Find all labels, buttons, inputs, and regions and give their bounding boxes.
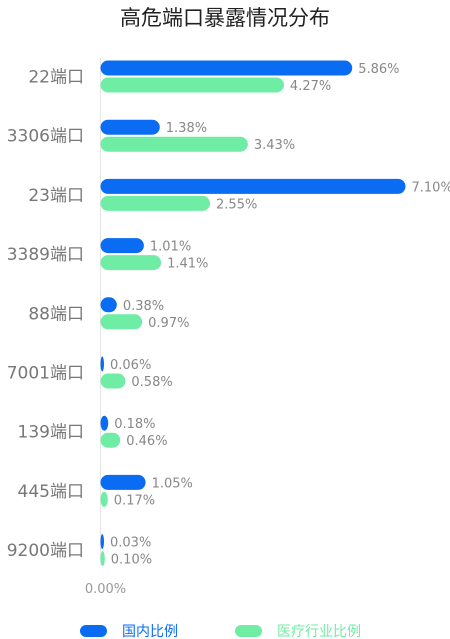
- data-label: 0.17%: [114, 493, 155, 508]
- data-label: 1.41%: [167, 257, 208, 272]
- medical-bar: [100, 314, 143, 330]
- medical-bar: [100, 77, 284, 93]
- domestic-bar: [100, 534, 104, 550]
- domestic-bar: [100, 238, 144, 254]
- data-label: 5.86%: [358, 62, 399, 77]
- category-label: 139端口: [18, 423, 84, 443]
- data-label: 0.06%: [110, 358, 151, 373]
- domestic-bar: [100, 356, 104, 372]
- medical-bar: [100, 255, 162, 271]
- data-label: 0.18%: [114, 417, 155, 432]
- data-label: 0.38%: [123, 299, 164, 314]
- data-label: 0.97%: [148, 316, 189, 331]
- data-label: 1.01%: [150, 240, 191, 255]
- legend-label: 医疗行业比例: [277, 624, 361, 639]
- data-label: 0.58%: [131, 375, 172, 390]
- category-label: 23端口: [28, 186, 84, 206]
- legend-swatch: [80, 625, 107, 637]
- data-label: 3.43%: [254, 138, 295, 153]
- data-label: 2.55%: [216, 197, 257, 212]
- legend-swatch: [235, 625, 262, 637]
- data-label: 1.05%: [152, 476, 193, 491]
- domestic-bar: [100, 60, 353, 76]
- chart-title: 高危端口暴露情况分布: [120, 6, 330, 30]
- medical-bar: [100, 491, 108, 507]
- domestic-bar: [100, 178, 406, 194]
- data-label: 4.27%: [290, 79, 331, 94]
- domestic-bar: [100, 474, 146, 490]
- data-label: 0.10%: [111, 553, 152, 568]
- category-label: 445端口: [18, 482, 84, 502]
- data-label: 0.46%: [126, 434, 167, 449]
- category-label: 3389端口: [7, 245, 84, 265]
- x-tick-label: 0.00%: [85, 582, 126, 597]
- category-label: 22端口: [28, 68, 84, 88]
- medical-bar: [100, 551, 105, 567]
- data-label: 7.10%: [412, 180, 450, 195]
- medical-bar: [100, 136, 248, 152]
- domestic-bar: [100, 415, 109, 431]
- domestic-bar: [100, 297, 117, 313]
- medical-bar: [100, 195, 211, 211]
- category-label: 7001端口: [7, 364, 84, 384]
- category-label: 9200端口: [7, 541, 84, 561]
- medical-bar: [100, 432, 121, 448]
- legend-label: 国内比例: [122, 624, 178, 639]
- category-label: 3306端口: [7, 127, 84, 147]
- data-label: 1.38%: [166, 121, 207, 136]
- domestic-bar: [100, 119, 160, 135]
- data-label: 0.03%: [110, 536, 151, 551]
- medical-bar: [100, 373, 126, 389]
- category-label: 88端口: [28, 304, 84, 324]
